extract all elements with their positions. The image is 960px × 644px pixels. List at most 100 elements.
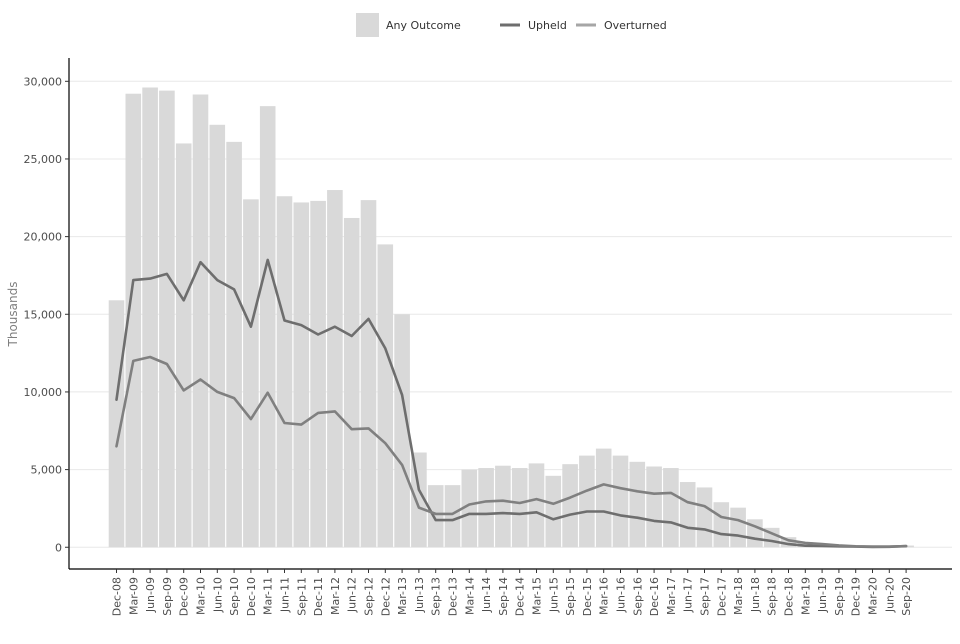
- lines: [115, 258, 908, 549]
- series-line-overturned: [115, 355, 908, 548]
- bar-Dec-12: [377, 244, 394, 548]
- bar-Dec-17: [713, 502, 730, 548]
- x-ticks: Dec-08 Mar-09 Jun-09 Sep-09 Dec-09 Mar-10 Jun-…: [111, 569, 913, 616]
- x-tick-label: Mar-16: [598, 577, 611, 615]
- bar-Jun-09: [142, 87, 158, 548]
- x-tick-label: Dec-15: [581, 577, 594, 616]
- x-tick-label: Jun-13: [413, 577, 426, 613]
- bar-Sep-12: [360, 200, 377, 548]
- bar-Jun-15: [545, 475, 562, 548]
- y-axis-label: Thousands: [6, 282, 20, 348]
- bar-Jun-14: [478, 468, 494, 548]
- bar-Mar-17: [663, 468, 679, 548]
- x-tick-label: Dec-14: [514, 577, 527, 616]
- legend-swatch-any-outcome: [356, 13, 379, 37]
- y-tick-label: 25,000: [24, 153, 63, 166]
- x-tick-label: Sep-13: [430, 577, 443, 616]
- bar-Jun-16: [612, 455, 629, 548]
- x-tick-label: Sep-12: [363, 577, 376, 616]
- x-tick-label: Dec-10: [245, 577, 258, 616]
- x-tick-label: Sep-17: [699, 577, 712, 616]
- bar-Mar-10: [192, 94, 209, 548]
- x-tick-label: Dec-09: [178, 577, 191, 616]
- bar-Jun-17: [679, 482, 696, 548]
- legend-label-upheld: Upheld: [528, 19, 567, 32]
- bar-Mar-16: [595, 448, 612, 548]
- x-tick-label: Mar-09: [127, 577, 140, 615]
- y-tick-label: 5,000: [31, 464, 63, 477]
- x-tick-label: Sep-14: [497, 577, 510, 616]
- bar-Dec-08: [108, 300, 125, 548]
- x-tick-label: Dec-17: [715, 577, 728, 616]
- legend-label-overturned: Overturned: [604, 19, 667, 32]
- y-tick-label: 15,000: [24, 308, 63, 321]
- x-tick-label: Sep-16: [631, 577, 644, 616]
- bar-Jun-13: [411, 452, 427, 548]
- bar-Jun-11: [276, 196, 293, 548]
- bar-Dec-14: [511, 468, 528, 548]
- bar-Dec-10: [243, 199, 259, 548]
- bar-Dec-11: [310, 200, 326, 548]
- x-tick-label: Sep-20: [900, 577, 913, 616]
- x-tick-label: Jun-16: [615, 577, 628, 613]
- x-tick-label: Mar-17: [665, 577, 678, 615]
- bar-Mar-13: [394, 314, 410, 548]
- y-tick-label: 0: [55, 541, 62, 554]
- x-tick-label: Mar-14: [463, 577, 476, 615]
- x-tick-label: Jun-10: [211, 577, 224, 613]
- bar-Sep-15: [562, 464, 578, 548]
- bar-Jun-12: [343, 217, 360, 548]
- x-tick-label: Jun-18: [749, 577, 762, 613]
- x-tick-label: Jun-20: [883, 577, 896, 613]
- x-tick-label: Dec-18: [783, 577, 796, 616]
- bar-Mar-11: [259, 106, 276, 548]
- x-tick-label: Dec-11: [312, 577, 325, 616]
- x-tick-label: Sep-15: [564, 577, 577, 616]
- x-tick-label: Mar-10: [195, 577, 208, 615]
- x-tick-label: Mar-20: [867, 577, 880, 615]
- x-tick-label: Sep-09: [161, 577, 174, 616]
- x-tick-label: Dec-16: [648, 577, 661, 616]
- y-tick-label: 10,000: [24, 386, 63, 399]
- x-tick-label: Mar-19: [799, 577, 812, 615]
- bar-Mar-09: [125, 93, 142, 548]
- x-tick-label: Mar-11: [262, 577, 275, 615]
- bar-Mar-12: [327, 190, 343, 548]
- bar-Sep-10: [226, 141, 242, 548]
- bar-Mar-18: [730, 507, 746, 548]
- x-tick-label: Dec-08: [111, 577, 124, 616]
- bars: [108, 87, 914, 548]
- x-tick-label: Jun-15: [547, 577, 560, 613]
- x-tick-label: Mar-13: [396, 577, 409, 615]
- bar-Dec-09: [175, 143, 192, 548]
- x-tick-label: Mar-18: [732, 577, 745, 615]
- x-tick-label: Sep-10: [228, 577, 241, 616]
- bar-Sep-16: [629, 461, 646, 548]
- x-tick-label: Jun-19: [816, 577, 829, 613]
- x-tick-label: Dec-19: [850, 577, 863, 616]
- x-tick-label: Sep-18: [766, 577, 779, 616]
- bar-Sep-17: [696, 487, 713, 548]
- x-tick-label: Jun-17: [682, 577, 695, 613]
- y-tick-label: 20,000: [24, 231, 63, 244]
- x-tick-label: Dec-13: [447, 577, 460, 616]
- x-tick-label: Jun-11: [279, 577, 292, 613]
- bar-Jun-10: [209, 124, 226, 548]
- x-tick-label: Sep-11: [295, 577, 308, 616]
- x-tick-label: Jun-09: [144, 577, 157, 613]
- bar-Sep-11: [293, 202, 310, 548]
- bar-Dec-16: [646, 466, 662, 548]
- bar-Dec-13: [444, 485, 461, 548]
- bar-Dec-15: [579, 455, 595, 548]
- bar-Sep-09: [159, 90, 175, 548]
- series-line-upheld: [115, 258, 908, 549]
- x-tick-label: Dec-12: [379, 577, 392, 616]
- bar-Mar-14: [461, 469, 478, 548]
- legend-label-any-outcome: Any Outcome: [386, 19, 461, 32]
- y-tick-label: 30,000: [24, 75, 63, 88]
- bar-Dec-18: [780, 537, 797, 548]
- x-tick-label: Jun-12: [346, 577, 359, 613]
- x-tick-label: Jun-14: [480, 577, 493, 613]
